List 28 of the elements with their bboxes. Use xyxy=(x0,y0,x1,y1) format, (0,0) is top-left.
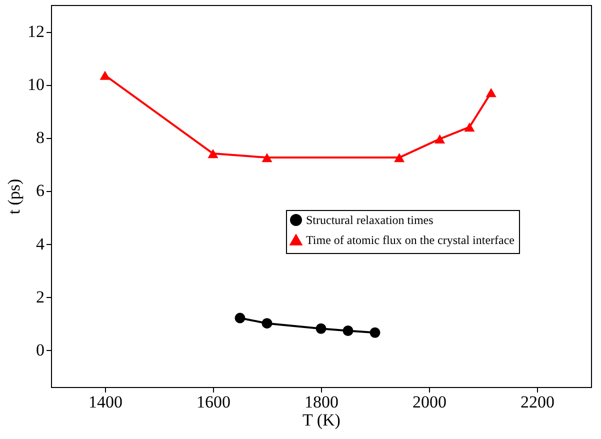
point xyxy=(262,318,272,329)
point xyxy=(208,149,218,158)
x-tick-label: 2000 xyxy=(412,392,446,412)
y-tick-label: 12 xyxy=(28,22,44,42)
point xyxy=(434,134,446,144)
legend-label: Time of atomic flux on the crystal interface xyxy=(306,233,514,247)
point xyxy=(342,326,354,336)
legend-label: Structural relaxation times xyxy=(306,213,434,227)
y-tick-label: 0 xyxy=(36,340,44,360)
y-tick-label: 8 xyxy=(36,128,44,148)
x-tick-label: 2200 xyxy=(520,392,554,412)
y-tick-label: 4 xyxy=(36,234,45,254)
y-tick-label: 2 xyxy=(36,287,44,306)
point xyxy=(316,323,326,334)
point xyxy=(262,152,272,162)
point xyxy=(234,312,246,324)
x-tick-label: 1400 xyxy=(88,392,122,412)
y-tick-label: 10 xyxy=(28,75,44,94)
point xyxy=(370,327,380,338)
x-tick-label: 1600 xyxy=(196,392,230,412)
point xyxy=(486,88,496,98)
point xyxy=(394,152,405,162)
y-axis-title: t (ps) xyxy=(4,178,24,214)
x-axis-title: T (K) xyxy=(302,410,340,430)
point xyxy=(100,70,110,80)
y-tick-label: 6 xyxy=(36,181,44,200)
x-tick-label: 1800 xyxy=(304,392,338,412)
point xyxy=(464,122,475,132)
